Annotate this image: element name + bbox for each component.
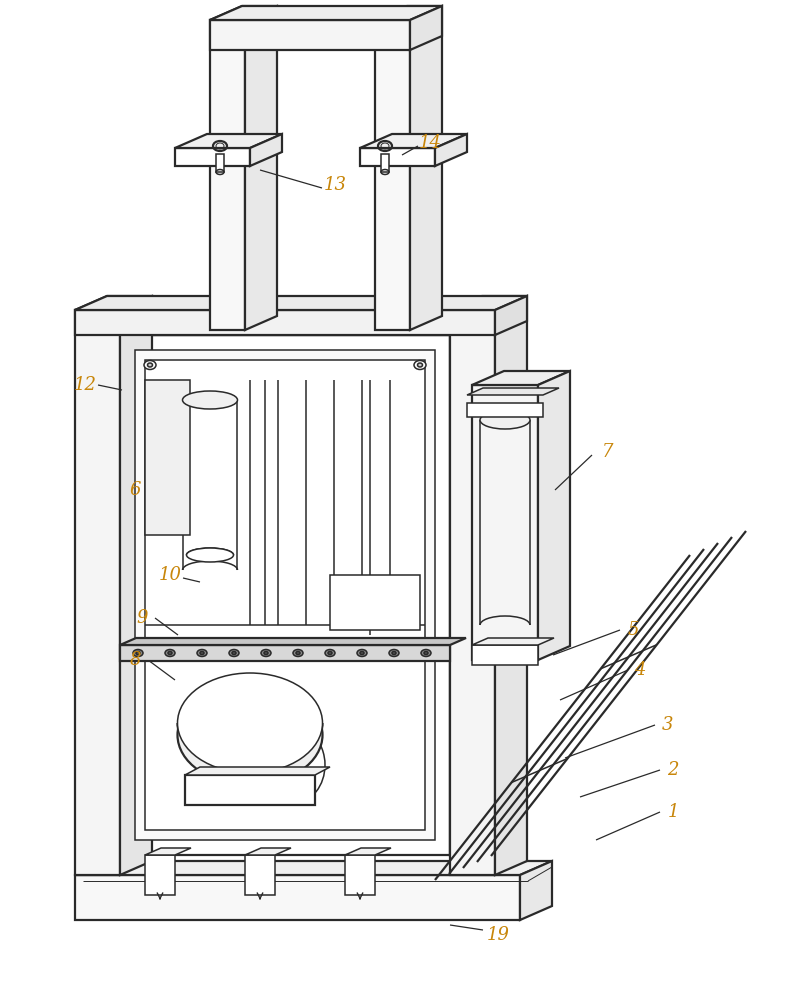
Ellipse shape bbox=[328, 652, 332, 654]
Text: 10: 10 bbox=[159, 566, 182, 584]
Ellipse shape bbox=[178, 673, 322, 773]
Polygon shape bbox=[210, 6, 442, 20]
Ellipse shape bbox=[186, 548, 234, 562]
Polygon shape bbox=[75, 875, 520, 920]
Ellipse shape bbox=[261, 650, 271, 656]
Text: 9: 9 bbox=[136, 609, 148, 627]
Polygon shape bbox=[450, 296, 527, 310]
Text: 4: 4 bbox=[634, 661, 645, 679]
Ellipse shape bbox=[417, 363, 423, 367]
Polygon shape bbox=[375, 6, 442, 20]
Polygon shape bbox=[120, 321, 482, 335]
Polygon shape bbox=[495, 296, 527, 335]
Polygon shape bbox=[120, 335, 450, 855]
Ellipse shape bbox=[389, 650, 399, 656]
Ellipse shape bbox=[325, 650, 335, 656]
Text: 19: 19 bbox=[487, 926, 510, 944]
Bar bbox=[185, 775, 315, 805]
Bar bbox=[381, 154, 389, 172]
Polygon shape bbox=[75, 861, 552, 875]
Polygon shape bbox=[120, 638, 466, 645]
Ellipse shape bbox=[136, 652, 140, 654]
Polygon shape bbox=[410, 6, 442, 50]
Ellipse shape bbox=[178, 685, 322, 785]
Ellipse shape bbox=[148, 363, 152, 367]
Polygon shape bbox=[495, 296, 527, 875]
Ellipse shape bbox=[182, 391, 238, 409]
Polygon shape bbox=[75, 310, 495, 335]
Polygon shape bbox=[175, 134, 282, 148]
Polygon shape bbox=[410, 6, 442, 330]
Text: 5: 5 bbox=[627, 621, 639, 639]
Ellipse shape bbox=[414, 360, 426, 369]
Bar bbox=[216, 154, 224, 172]
Ellipse shape bbox=[357, 650, 367, 656]
Text: 13: 13 bbox=[323, 176, 347, 194]
Polygon shape bbox=[210, 20, 410, 50]
Polygon shape bbox=[360, 148, 435, 166]
Bar bbox=[467, 403, 543, 417]
Ellipse shape bbox=[293, 650, 303, 656]
Polygon shape bbox=[120, 645, 450, 661]
Text: 12: 12 bbox=[73, 376, 96, 394]
Ellipse shape bbox=[144, 360, 156, 369]
Polygon shape bbox=[450, 310, 495, 875]
Ellipse shape bbox=[480, 411, 530, 429]
Text: 3: 3 bbox=[662, 716, 674, 734]
Polygon shape bbox=[245, 848, 291, 855]
Bar bbox=[472, 645, 538, 665]
Text: 7: 7 bbox=[602, 443, 614, 461]
Polygon shape bbox=[75, 310, 120, 875]
Polygon shape bbox=[360, 134, 467, 148]
Polygon shape bbox=[250, 134, 282, 166]
Ellipse shape bbox=[165, 650, 175, 656]
Polygon shape bbox=[185, 767, 330, 775]
Ellipse shape bbox=[168, 652, 172, 654]
Ellipse shape bbox=[264, 652, 268, 654]
Text: 6: 6 bbox=[130, 481, 141, 499]
Polygon shape bbox=[467, 388, 559, 395]
Polygon shape bbox=[75, 296, 152, 310]
Bar bbox=[135, 350, 435, 840]
Ellipse shape bbox=[424, 652, 428, 654]
Polygon shape bbox=[210, 20, 245, 330]
Polygon shape bbox=[472, 371, 570, 385]
Polygon shape bbox=[450, 321, 482, 855]
Polygon shape bbox=[245, 6, 277, 330]
Ellipse shape bbox=[229, 650, 239, 656]
Bar bbox=[245, 855, 275, 895]
Polygon shape bbox=[538, 371, 570, 660]
Ellipse shape bbox=[360, 652, 364, 654]
Ellipse shape bbox=[296, 652, 300, 654]
Polygon shape bbox=[375, 20, 410, 330]
Bar bbox=[345, 855, 375, 895]
Polygon shape bbox=[175, 148, 250, 166]
Bar bbox=[330, 575, 420, 630]
Polygon shape bbox=[435, 134, 467, 166]
Polygon shape bbox=[75, 296, 527, 310]
Polygon shape bbox=[120, 296, 152, 875]
Polygon shape bbox=[472, 638, 554, 645]
Ellipse shape bbox=[197, 650, 207, 656]
Polygon shape bbox=[145, 848, 191, 855]
Polygon shape bbox=[472, 385, 538, 660]
Polygon shape bbox=[210, 6, 277, 20]
Ellipse shape bbox=[421, 650, 431, 656]
Ellipse shape bbox=[133, 650, 143, 656]
Polygon shape bbox=[145, 380, 190, 535]
Text: 8: 8 bbox=[130, 651, 141, 669]
Ellipse shape bbox=[200, 652, 204, 654]
Ellipse shape bbox=[232, 652, 236, 654]
Bar bbox=[145, 855, 175, 895]
Ellipse shape bbox=[392, 652, 396, 654]
Polygon shape bbox=[520, 861, 552, 920]
Text: 2: 2 bbox=[668, 761, 679, 779]
Text: 1: 1 bbox=[668, 803, 679, 821]
Polygon shape bbox=[345, 848, 391, 855]
Bar bbox=[145, 360, 425, 830]
Text: 14: 14 bbox=[419, 134, 442, 152]
